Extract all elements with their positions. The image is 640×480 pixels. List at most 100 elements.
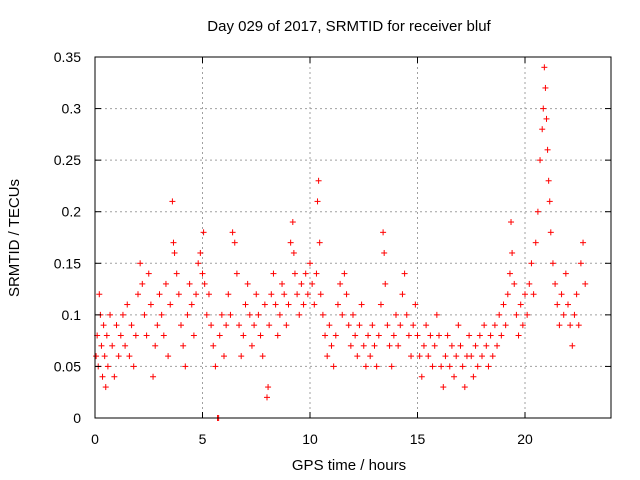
- data-point: [173, 270, 180, 277]
- data-point: [534, 208, 541, 215]
- data-point: [170, 239, 177, 246]
- y-tick-label: 0.15: [54, 255, 81, 271]
- data-point: [446, 363, 453, 370]
- data-point: [544, 146, 551, 153]
- data-point: [556, 322, 563, 329]
- data-point: [203, 311, 210, 318]
- data-point: [474, 363, 481, 370]
- data-point: [188, 301, 195, 308]
- data-point: [210, 342, 217, 349]
- data-point: [154, 322, 161, 329]
- data-point: [119, 311, 126, 318]
- data-point: [461, 384, 468, 391]
- data-point: [99, 373, 106, 380]
- data-point: [343, 291, 350, 298]
- data-point: [565, 301, 571, 308]
- data-point: [255, 311, 262, 318]
- data-point: [399, 291, 406, 298]
- data-point: [216, 332, 223, 339]
- data-point: [294, 291, 301, 298]
- data-point: [468, 353, 475, 360]
- data-point: [433, 311, 440, 318]
- data-point: [420, 342, 427, 349]
- data-point: [416, 353, 423, 360]
- data-point: [200, 229, 207, 236]
- data-point: [448, 342, 455, 349]
- data-point: [178, 322, 184, 329]
- data-point: [227, 311, 234, 318]
- data-point: [429, 363, 436, 370]
- data-point: [367, 353, 374, 360]
- data-point: [197, 249, 204, 256]
- data-point: [139, 280, 146, 287]
- data-point: [113, 322, 120, 329]
- data-point: [261, 301, 268, 308]
- data-point: [195, 260, 202, 267]
- data-point: [266, 322, 273, 329]
- data-point: [509, 249, 516, 256]
- data-point: [382, 280, 389, 287]
- data-point: [300, 301, 307, 308]
- data-point: [356, 322, 363, 329]
- data-point: [298, 280, 305, 287]
- data-point: [304, 291, 311, 298]
- data-point: [128, 322, 135, 329]
- data-point: [532, 239, 539, 246]
- data-point: [554, 301, 561, 308]
- data-point: [229, 229, 236, 236]
- data-point: [313, 270, 320, 277]
- data-point: [371, 342, 378, 349]
- data-point: [169, 198, 176, 205]
- data-point: [438, 363, 445, 370]
- data-point: [143, 332, 150, 339]
- data-point: [377, 301, 384, 308]
- data-point: [240, 332, 247, 339]
- data-point: [115, 353, 122, 360]
- x-tick-label: 0: [91, 431, 99, 447]
- data-point: [322, 332, 329, 339]
- data-point: [515, 332, 522, 339]
- chart-title: Day 029 of 2017, SRMTID for receiver blu…: [207, 18, 491, 35]
- data-point: [291, 270, 298, 277]
- data-point: [483, 342, 490, 349]
- x-tick-label: 15: [410, 431, 426, 447]
- data-point: [152, 342, 159, 349]
- data-point: [530, 291, 537, 298]
- data-point: [524, 311, 531, 318]
- data-point: [425, 353, 432, 360]
- data-point: [109, 342, 116, 349]
- data-point: [147, 301, 154, 308]
- data-point: [386, 342, 393, 349]
- data-point: [414, 332, 421, 339]
- data-point: [369, 322, 376, 329]
- data-point: [180, 342, 187, 349]
- data-point: [479, 353, 485, 360]
- data-point: [117, 332, 124, 339]
- data-point: [328, 342, 335, 349]
- data-point: [126, 353, 133, 360]
- data-point: [332, 332, 339, 339]
- data-point: [276, 311, 283, 318]
- data-point: [96, 291, 103, 298]
- data-point: [412, 301, 419, 308]
- y-tick-label: 0.25: [54, 152, 81, 168]
- data-point: [223, 322, 230, 329]
- data-point: [315, 177, 322, 184]
- data-point: [337, 280, 344, 287]
- data-point: [466, 332, 473, 339]
- data-point: [528, 260, 535, 267]
- points-layer: [93, 64, 589, 421]
- data-point: [272, 301, 279, 308]
- data-point: [201, 280, 208, 287]
- data-point: [111, 373, 118, 380]
- data-point: [296, 311, 303, 318]
- data-point: [442, 353, 449, 360]
- data-point: [314, 198, 321, 205]
- data-point: [547, 229, 554, 236]
- data-point: [251, 322, 258, 329]
- data-point: [508, 219, 515, 226]
- data-point: [238, 353, 245, 360]
- data-point: [221, 353, 227, 360]
- data-point: [401, 270, 408, 277]
